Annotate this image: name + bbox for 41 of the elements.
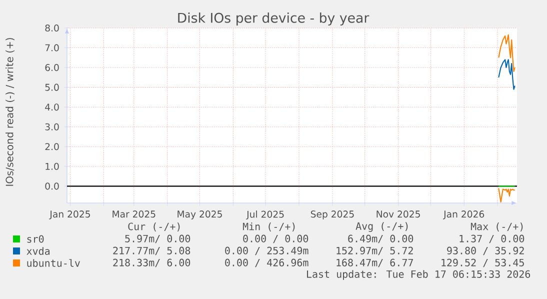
y-tick-label: 1.0 bbox=[46, 162, 59, 170]
y-tick-label: 5.0 bbox=[45, 84, 59, 91]
text: 129.52 / 53.45 bbox=[442, 258, 524, 268]
text: 5.97m/ 0.00 bbox=[125, 234, 190, 244]
text: 152.97m/ 5.72 bbox=[336, 246, 413, 256]
line-series bbox=[498, 34, 516, 72]
line-series bbox=[498, 59, 516, 90]
x-tick-label: Sep 2025 bbox=[310, 210, 354, 220]
text: 93.80 / 35.92 bbox=[447, 246, 524, 256]
text: 0.00 / 426.96m bbox=[225, 258, 308, 268]
x-tick-label: Jan 2026 bbox=[443, 210, 484, 220]
text: 1.37 / 0.00 bbox=[460, 234, 524, 244]
text: 0.00 / 253.49m bbox=[225, 246, 308, 256]
y-tick-label: 7.0 bbox=[45, 44, 59, 52]
text: Min (-/+) bbox=[242, 222, 295, 232]
y-tick-label: 2.0 bbox=[45, 143, 59, 150]
text: 6.49m/ 0.00 bbox=[348, 234, 414, 244]
y-tick-label: 0.0 bbox=[45, 182, 59, 190]
y-tick-label: 3.0 bbox=[45, 123, 59, 130]
x-tick-label: Nov 2025 bbox=[376, 210, 420, 218]
text: Cur (-/+) bbox=[128, 222, 180, 232]
text: 0.00 / 0.00 bbox=[243, 234, 308, 244]
legend-label: xvda bbox=[26, 247, 50, 255]
y-axis-title: IOs/second read (-) / write (+) bbox=[6, 38, 14, 186]
y-tick-label: 8.0 bbox=[45, 24, 59, 32]
y-tick-label: 4.0 bbox=[45, 104, 59, 111]
x-tick-label: Jan 2025 bbox=[49, 210, 90, 220]
x-tick-label: Jul 2025 bbox=[246, 210, 284, 220]
text: Last update: Tue Feb 17 06:15:33 2026 bbox=[307, 270, 530, 280]
text: 168.47m/ 6.77 bbox=[336, 258, 413, 268]
text: 218.33m/ 6.00 bbox=[113, 258, 190, 268]
legend-label: ubuntu-lv bbox=[27, 259, 80, 267]
text: Avg (-/+) bbox=[356, 222, 408, 232]
x-tick-label: Mar 2025 bbox=[112, 210, 156, 218]
chart-title: Disk IOs per device - by year bbox=[178, 12, 370, 26]
y-tick-label: 6.0 bbox=[45, 64, 59, 72]
text: 217.77m/ 5.08 bbox=[113, 246, 190, 256]
text: Max (-/+) bbox=[470, 222, 523, 232]
line-series bbox=[498, 188, 516, 203]
legend-label: sr0 bbox=[27, 235, 44, 243]
x-tick-label: May 2025 bbox=[178, 210, 222, 220]
